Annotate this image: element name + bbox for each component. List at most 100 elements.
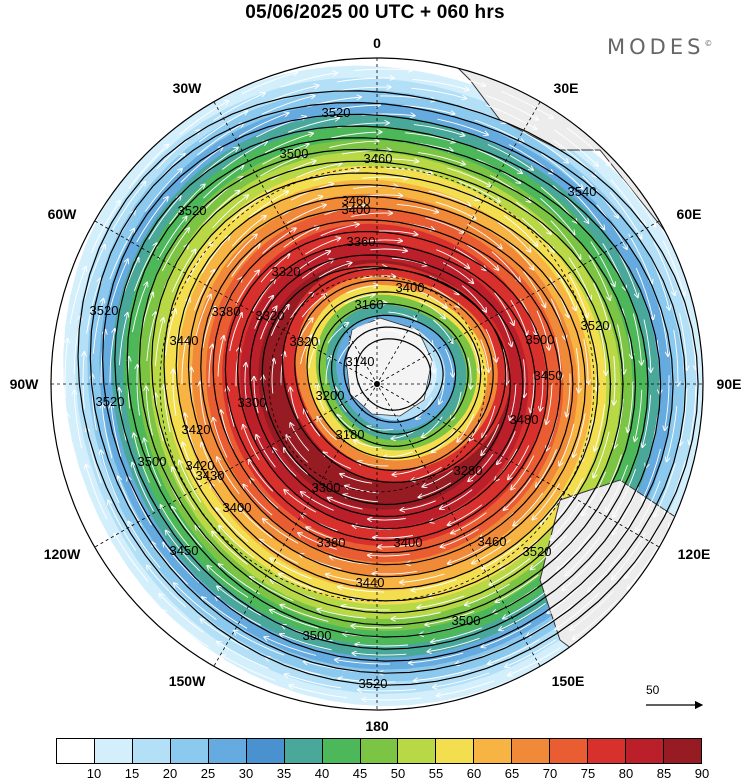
contour-label: 3430 xyxy=(196,468,225,483)
streamline xyxy=(396,203,438,212)
streamline xyxy=(413,124,465,136)
streamline xyxy=(102,404,113,459)
streamline xyxy=(133,243,157,292)
streamline xyxy=(555,336,561,379)
colorbar-cell xyxy=(132,739,171,763)
streamline xyxy=(481,424,500,455)
colorbar-label: 45 xyxy=(352,766,368,781)
streamline xyxy=(378,230,418,235)
streamline xyxy=(264,133,313,154)
contour-line xyxy=(294,279,494,472)
streamline xyxy=(527,604,574,637)
streamline xyxy=(296,163,341,178)
streamline xyxy=(183,443,202,486)
streamline xyxy=(565,535,601,576)
streamline xyxy=(505,639,557,667)
colorbar-cell xyxy=(57,739,95,763)
streamline xyxy=(636,480,661,532)
streamline xyxy=(490,558,531,585)
streamline xyxy=(254,377,259,414)
streamline xyxy=(109,329,115,383)
streamline xyxy=(635,389,643,441)
streamline xyxy=(441,528,479,547)
streamline xyxy=(235,270,259,305)
streamline xyxy=(161,228,189,272)
streamline xyxy=(566,373,571,417)
colorbar-cell xyxy=(284,739,323,763)
streamline xyxy=(219,564,260,595)
contour-label: 3280 xyxy=(454,463,483,478)
streamline xyxy=(301,492,334,511)
colorbar-cell xyxy=(436,739,475,763)
lon-label-120w: 120W xyxy=(43,546,81,562)
streamline xyxy=(132,463,154,512)
streamline xyxy=(146,386,153,436)
streamline xyxy=(352,653,407,655)
contour-line xyxy=(355,338,432,411)
streamline xyxy=(179,101,229,135)
streamline xyxy=(613,468,637,517)
streamline xyxy=(355,644,409,646)
streamline xyxy=(146,312,156,362)
streamline xyxy=(628,233,653,284)
contour-label: 3320 xyxy=(272,264,301,279)
streamline xyxy=(488,639,540,665)
streamline xyxy=(621,178,655,227)
streamline xyxy=(154,318,163,366)
streamline xyxy=(161,505,191,548)
streamline xyxy=(467,224,502,248)
streamline xyxy=(536,449,558,487)
streamline xyxy=(552,184,589,223)
contour-label: 3380 xyxy=(212,304,241,319)
streamline xyxy=(568,257,591,300)
colorbar-cell xyxy=(208,739,247,763)
contour-label: 3460 xyxy=(364,151,393,166)
contour-line xyxy=(77,90,699,686)
streamline xyxy=(354,440,382,449)
streamline xyxy=(128,522,161,569)
streamline xyxy=(173,370,177,416)
streamline xyxy=(555,592,600,630)
streamline xyxy=(115,552,153,600)
streamline xyxy=(304,238,340,255)
streamline xyxy=(250,577,294,602)
colorbar-cell xyxy=(588,739,627,763)
streamline xyxy=(109,229,134,280)
streamline xyxy=(481,623,532,648)
streamline xyxy=(297,251,330,271)
streamline xyxy=(480,339,489,372)
streamline xyxy=(508,647,561,676)
streamline xyxy=(476,149,522,174)
colorbar-label: 65 xyxy=(504,766,520,781)
streamline xyxy=(239,508,273,539)
streamline xyxy=(383,451,413,457)
contour-line xyxy=(101,113,674,662)
streamline xyxy=(166,531,201,572)
streamline xyxy=(280,73,338,88)
streamline xyxy=(457,413,475,442)
streamline xyxy=(172,467,196,511)
streamline xyxy=(482,405,496,438)
streamline xyxy=(195,295,211,337)
colorbar-label: 75 xyxy=(580,766,596,781)
contour-label: 3400 xyxy=(394,535,423,550)
streamline xyxy=(667,406,678,461)
streamline xyxy=(373,571,417,574)
streamline xyxy=(179,460,202,503)
streamline xyxy=(284,490,317,513)
map-title: 05/06/2025 00 UTC + 060 hrs xyxy=(245,2,505,23)
streamline xyxy=(499,602,546,630)
streamline xyxy=(364,240,402,242)
streamline xyxy=(118,313,127,366)
streamline xyxy=(304,409,321,437)
lon-label-120e: 120E xyxy=(677,546,711,562)
contour-label: 3520 xyxy=(90,303,119,318)
contour-label: 3440 xyxy=(170,333,199,348)
streamline xyxy=(262,144,308,165)
streamline xyxy=(362,177,407,178)
streamline xyxy=(261,96,315,115)
streamline xyxy=(328,498,363,510)
streamline xyxy=(440,489,473,509)
streamline xyxy=(532,483,561,520)
